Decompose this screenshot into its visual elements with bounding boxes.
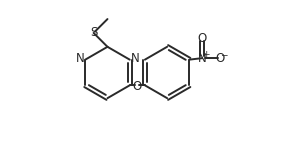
Text: S: S xyxy=(90,26,97,39)
Text: N: N xyxy=(76,52,84,65)
Text: O: O xyxy=(133,80,142,93)
Text: +: + xyxy=(202,50,209,59)
Text: O: O xyxy=(198,32,207,45)
Text: N: N xyxy=(130,52,139,65)
Text: −: − xyxy=(220,50,227,59)
Text: N: N xyxy=(198,52,206,65)
Text: O: O xyxy=(216,52,225,65)
